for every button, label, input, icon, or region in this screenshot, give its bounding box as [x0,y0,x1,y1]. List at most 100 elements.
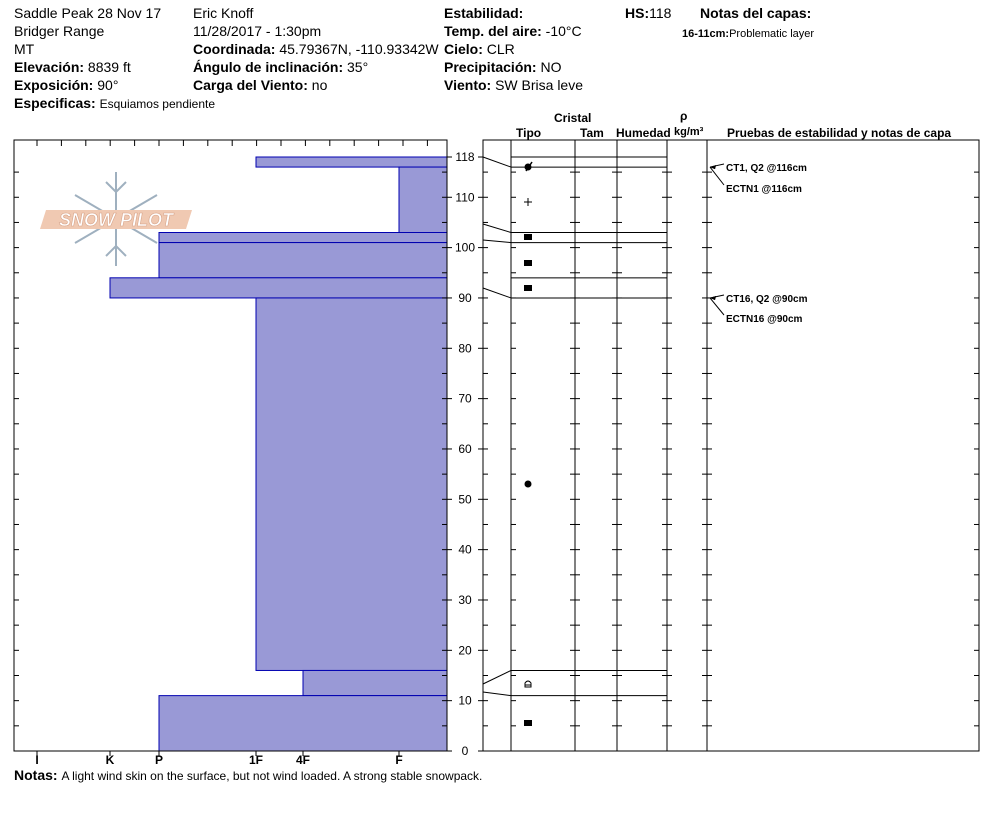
wind-label: Viento: [444,77,492,93]
sky-row: Cielo: CLR [444,41,515,57]
elevation-value: 8839 ft [87,59,131,75]
hardness-layer-bar [255,297,448,671]
layer-connector [482,239,512,244]
specifics-row: Especificas: Esquiamos pendiente [14,95,215,112]
incline-row: Ángulo de inclinación: 35° [193,59,368,75]
layer-note-text: Problematic layer [729,28,815,40]
layer-connector [482,287,512,299]
depth-tick-label: 10 [458,694,472,708]
location-name: Saddle Peak 28 Nov 17 [14,5,162,21]
test-pointer-arrow [710,295,716,300]
depth-tick-label: 110 [455,190,474,204]
layer-notes-label: Notas del capas: [700,5,812,21]
hardness-plot-frame [13,139,448,752]
faceted-grain-symbol [524,285,532,291]
hardness-tick-label: F [395,753,402,767]
col-moisture: Humedad [616,126,671,140]
stability-test-label: CT1, Q2 @116cm [726,163,807,174]
wind-load-value: no [311,77,328,93]
sky-value: CLR [486,41,515,57]
stability-test-label: CT16, Q2 @90cm [726,294,808,305]
hardness-tick-label: P [155,753,163,767]
snowpilot-logo-text: SNOW PILOT [59,210,175,230]
precip-value: NO [540,59,562,75]
col-density-unit: kg/m³ [674,126,704,138]
hs-row: HS:118 [625,5,671,21]
notes-text: A light wind skin on the surface, but no… [61,769,483,783]
depth-tick-label: 80 [458,341,472,355]
hs-value: 118 [649,5,672,21]
precip-row: Precipitación: NO [444,59,561,75]
specifics-value: Esquiamos pendiente [99,97,216,111]
stability-test-label: ECTN16 @90cm [726,314,803,325]
depth-tick-label: 0 [462,744,469,758]
stability-label: Estabilidad: [444,5,524,21]
hardness-layer-bar [255,156,448,168]
rounded-grain-symbol [524,480,532,488]
hs-label: HS: [625,5,650,21]
elevation-row: Elevación: 8839 ft [14,59,131,75]
col-rho: ρ [680,109,688,123]
depth-tick-label: 90 [458,291,472,305]
depth-tick-label: 118 [455,150,474,164]
col-size: Tam [580,126,604,140]
aspect-label: Exposición: [14,77,94,93]
col-type: Tipo [516,126,542,140]
test-pointer-line [709,297,725,316]
faceted-grain-symbol [524,720,532,726]
air-temp-value: -10°C [545,23,582,39]
coordinate-value: 45.79367N, -110.93342W [279,41,439,57]
aspect-value: 90° [97,77,119,93]
coordinate-row: Coordinada: 45.79367N, -110.93342W [193,41,439,57]
air-temp-label: Temp. del aire: [444,23,542,39]
hardness-layer-bar [109,277,448,299]
rounded-faceted-grain-stroke [525,161,533,172]
col-tests: Pruebas de estabilidad y notas de capa [727,126,952,140]
layer-connector [482,223,512,233]
specifics-label: Especificas: [14,95,96,111]
coordinate-label: Coordinada: [193,41,276,57]
observer-name: Eric Knoff [193,5,254,21]
depth-tick-label: 70 [458,392,472,406]
hardness-tick-label: I [35,753,38,767]
grain-table-frame [482,139,980,752]
faceted-grain-symbol [524,234,532,240]
layer-connector [482,691,512,697]
precip-label: Precipitación: [444,59,537,75]
snowpilot-logo: SNOW PILOT [40,172,192,266]
depth-hoar-grain-symbol [524,680,532,688]
layer-connector [482,670,512,685]
wind-load-row: Carga del Viento: no [193,77,327,93]
incline-value: 35° [347,59,369,75]
sky-label: Cielo: [444,41,483,57]
range-name: Bridger Range [14,23,105,39]
wind-row: Viento: SW Brisa leve [444,77,583,93]
air-temp-row: Temp. del aire: -10°C [444,23,582,39]
depth-tick-label: 50 [458,492,472,506]
hardness-tick-label: K [106,753,115,767]
test-pointer-arrow [710,165,716,170]
col-crystal: Cristal [554,111,592,125]
hardness-tick-label: 1F [249,753,263,767]
hardness-layer-bar [158,695,448,752]
aspect-row: Exposición: 90° [14,77,118,93]
wind-value: SW Brisa leve [495,77,584,93]
hardness-tick-label: 4F [296,753,310,767]
hardness-layer-bar [158,232,448,244]
depth-tick-label: 20 [458,643,472,657]
layer-connector [482,156,512,168]
depth-tick-label: 40 [458,543,472,557]
hardness-layer-bar [302,669,448,697]
layer-note-range: 16-11cm: [682,28,730,40]
layer-note-row: 16-11cm:Problematic layer [682,24,814,42]
notes-row: Notas: A light wind skin on the surface,… [14,767,482,784]
depth-tick-label: 100 [455,241,475,255]
notes-label: Notas: [14,767,58,783]
depth-tick-label: 60 [458,442,472,456]
wind-load-label: Carga del Viento: [193,77,308,93]
stability-test-label: ECTN1 @116cm [726,184,802,195]
hardness-layer-bar [158,242,448,279]
hardness-layer-bar [398,166,448,234]
depth-tick-label: 30 [458,593,472,607]
